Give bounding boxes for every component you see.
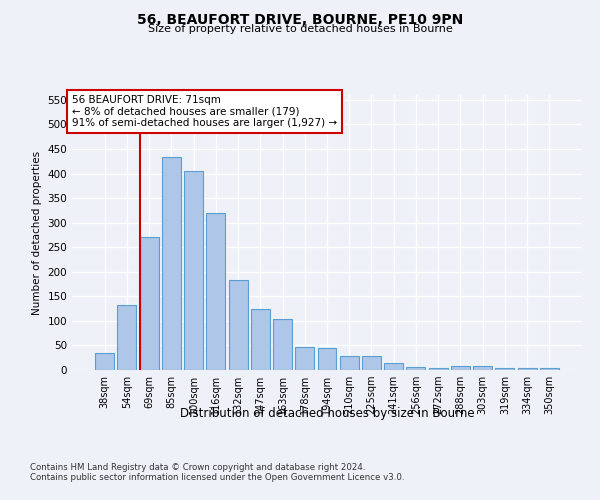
Bar <box>496 368 514 370</box>
Bar <box>95 353 114 370</box>
Bar <box>451 366 470 370</box>
Bar <box>473 366 492 370</box>
Bar <box>518 368 536 370</box>
Text: Distribution of detached houses by size in Bourne: Distribution of detached houses by size … <box>179 408 475 420</box>
Bar <box>273 320 292 370</box>
Bar <box>118 304 136 370</box>
Text: Size of property relative to detached houses in Bourne: Size of property relative to detached ho… <box>148 24 452 34</box>
Text: Contains public sector information licensed under the Open Government Licence v3: Contains public sector information licen… <box>30 472 404 482</box>
Bar <box>429 368 448 370</box>
Bar <box>295 348 314 370</box>
Text: Contains HM Land Registry data © Crown copyright and database right 2024.: Contains HM Land Registry data © Crown c… <box>30 462 365 471</box>
Bar <box>229 280 248 370</box>
Text: 56 BEAUFORT DRIVE: 71sqm
← 8% of detached houses are smaller (179)
91% of semi-d: 56 BEAUFORT DRIVE: 71sqm ← 8% of detache… <box>72 95 337 128</box>
Bar <box>540 368 559 370</box>
Bar <box>384 362 403 370</box>
Bar <box>206 213 225 370</box>
Text: 56, BEAUFORT DRIVE, BOURNE, PE10 9PN: 56, BEAUFORT DRIVE, BOURNE, PE10 9PN <box>137 12 463 26</box>
Bar <box>184 171 203 370</box>
Bar <box>340 356 359 370</box>
Bar <box>317 348 337 370</box>
Bar <box>140 238 158 370</box>
Bar <box>362 356 381 370</box>
Bar <box>251 308 270 370</box>
Bar <box>406 366 425 370</box>
Bar <box>162 158 181 370</box>
Y-axis label: Number of detached properties: Number of detached properties <box>32 150 42 314</box>
